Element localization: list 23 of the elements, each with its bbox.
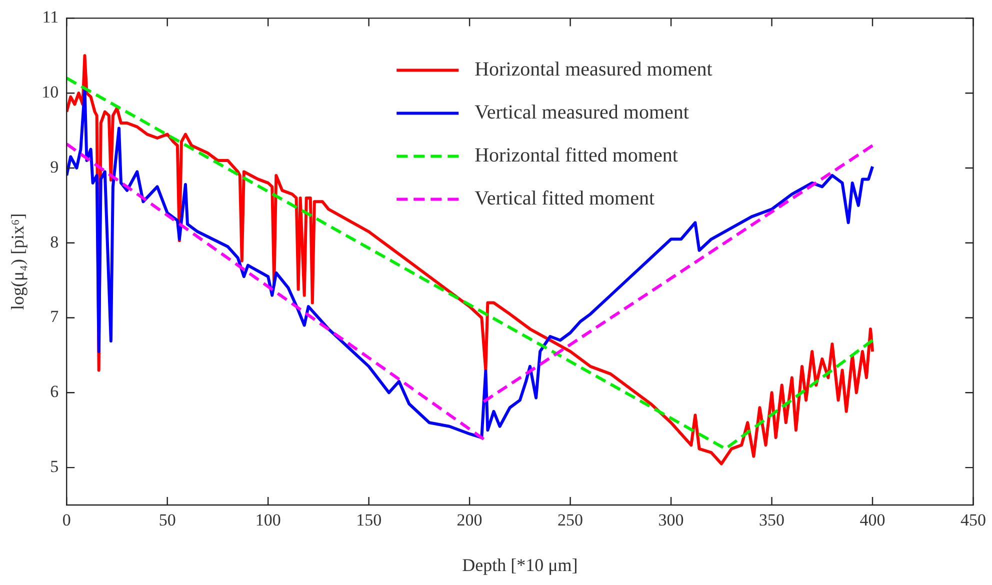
y-axis-title: log(μ₄) [pix⁶] [8, 213, 28, 310]
x-tick-label: 350 [759, 510, 785, 530]
y-tick-label: 8 [50, 232, 59, 252]
legend-label: Horizontal measured moment [474, 58, 713, 80]
y-tick-label: 10 [42, 82, 59, 102]
x-tick-label: 400 [860, 510, 886, 530]
x-tick-label: 200 [456, 510, 482, 530]
x-tick-label: 50 [158, 510, 176, 530]
x-tick-label: 300 [658, 510, 684, 530]
y-tick-label: 9 [50, 157, 59, 176]
x-axis-title: Depth [*10 μm] [462, 554, 578, 575]
x-tick-label: 0 [62, 510, 71, 530]
y-tick-label: 6 [50, 382, 59, 402]
legend-label: Horizontal fitted moment [474, 144, 678, 166]
x-tick-label: 250 [558, 510, 584, 530]
legend-label: Vertical measured moment [474, 101, 690, 124]
y-tick-label: 7 [50, 307, 60, 326]
legend-label: Vertical fitted moment [474, 187, 655, 210]
y-tick-label: 5 [50, 457, 59, 476]
x-tick-label: 450 [960, 510, 986, 530]
y-tick-label: 11 [42, 8, 59, 27]
x-tick-label: 150 [356, 510, 382, 530]
x-tick-label: 100 [255, 510, 281, 530]
